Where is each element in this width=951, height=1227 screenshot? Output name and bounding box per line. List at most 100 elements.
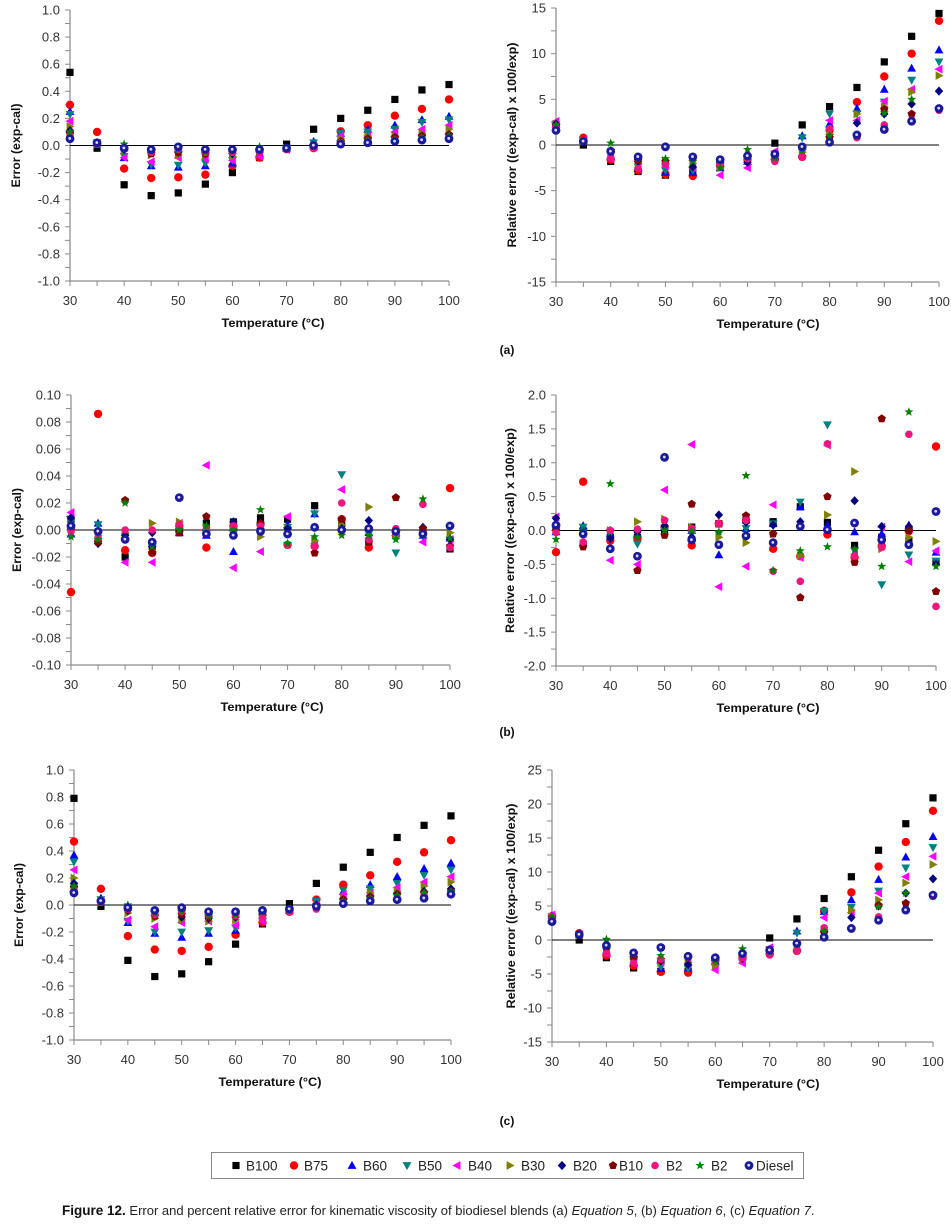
y-tick-label: -2.0: [524, 659, 546, 674]
data-point: [879, 125, 889, 134]
data-point: [907, 76, 917, 85]
data-point: [96, 896, 106, 906]
data-point: [310, 542, 319, 550]
legend-item: B10: [608, 1159, 643, 1174]
data-point: [393, 833, 401, 842]
data-point: [904, 540, 914, 550]
data-point: [931, 507, 941, 516]
data-point: [847, 888, 856, 897]
x-tick-label: 50: [657, 678, 671, 693]
x-tick-label: 60: [226, 677, 240, 692]
x-tick-label: 90: [388, 293, 402, 308]
y-tick-label: 0.6: [46, 817, 64, 832]
y-tick-label: 0.6: [42, 57, 60, 72]
x-tick-label: 100: [925, 678, 947, 693]
x-tick-label: 40: [603, 294, 617, 309]
data-point: [390, 111, 400, 120]
x-tick-label: 90: [874, 678, 888, 693]
data-point: [446, 866, 456, 875]
data-point: [151, 972, 159, 981]
data-point: [852, 103, 862, 112]
y-tick-label: 0.4: [42, 84, 60, 99]
data-point: [174, 525, 184, 534]
legend-label: B10: [619, 1159, 643, 1174]
data-point: [283, 515, 292, 523]
data-point: [931, 587, 941, 596]
panel-label: (a): [500, 343, 515, 357]
data-point: [687, 525, 697, 535]
data-point: [633, 566, 642, 575]
data-point: [69, 837, 79, 846]
legend-marker-icon: [506, 1161, 515, 1170]
data-point: [683, 959, 693, 970]
data-point: [445, 483, 455, 493]
data-point: [742, 144, 753, 154]
data-point: [825, 119, 834, 128]
y-axis-title: Relative error ((exp-cal) x 100/exp): [504, 803, 518, 1008]
data-point: [363, 128, 373, 137]
data-point: [575, 936, 583, 944]
x-tick-label: 70: [280, 677, 294, 692]
data-point: [310, 531, 320, 541]
x-tick-label: 40: [118, 677, 132, 692]
data-point: [230, 920, 239, 930]
data-point: [819, 913, 828, 922]
legend-marker-icon: [651, 1161, 659, 1170]
data-point: [119, 139, 129, 149]
y-tick-label: 0.2: [42, 111, 60, 126]
data-point: [935, 9, 943, 18]
y-tick-label: 1.0: [528, 455, 546, 470]
data-point: [850, 557, 859, 566]
data-point: [119, 164, 129, 173]
data-point: [150, 922, 159, 931]
data-point: [908, 32, 916, 40]
data-point: [69, 881, 79, 890]
data-point: [392, 890, 402, 900]
data-point: [418, 529, 428, 539]
data-point: [904, 551, 914, 560]
data-point: [853, 109, 862, 119]
legend-marker-icon: [557, 1160, 567, 1171]
caption-separator-c: , (c): [722, 1203, 749, 1218]
series-diesel-sphere: [551, 104, 944, 165]
x-tick-label: 50: [171, 293, 185, 308]
caption-end: .: [810, 1203, 815, 1218]
data-point: [65, 134, 75, 144]
y-tick-label: 0.8: [46, 790, 64, 805]
x-tick-label: 50: [174, 1052, 188, 1067]
data-point: [123, 931, 133, 941]
data-point: [202, 543, 211, 552]
data-point: [907, 49, 916, 58]
data-point: [714, 527, 724, 536]
data-point: [446, 543, 454, 552]
data-point: [417, 124, 426, 134]
data-point: [119, 143, 129, 153]
data-point: [446, 858, 456, 867]
data-point: [771, 139, 779, 147]
data-point: [120, 546, 130, 555]
y-axis-title: Error (exp-cal): [10, 488, 24, 572]
data-point: [715, 532, 724, 542]
data-point: [552, 528, 560, 537]
data-point: [602, 949, 611, 958]
y-tick-label: 5: [535, 899, 542, 914]
data-point: [768, 544, 778, 553]
data-point: [69, 865, 78, 875]
series-diesel-sphere: [65, 134, 454, 154]
data-point: [174, 493, 184, 502]
data-point: [69, 858, 79, 867]
data-point: [392, 857, 402, 866]
x-tick-label: 60: [225, 293, 239, 308]
data-point: [714, 582, 723, 592]
data-point: [904, 407, 914, 416]
x-tick-label: 30: [549, 678, 563, 693]
data-point: [310, 510, 320, 519]
legend-item: B50: [402, 1159, 442, 1174]
y-tick-label: 15: [528, 831, 542, 846]
data-point: [366, 871, 375, 880]
data-point: [121, 553, 129, 561]
data-point: [879, 96, 888, 106]
data-point: [364, 515, 373, 526]
legend-label: B40: [468, 1159, 492, 1174]
